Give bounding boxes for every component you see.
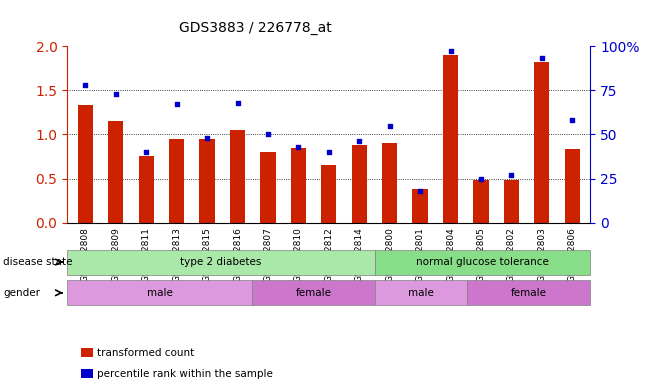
Point xyxy=(536,55,547,61)
Text: disease state: disease state xyxy=(3,257,73,267)
Point xyxy=(141,149,152,155)
Point xyxy=(111,91,121,97)
Bar xyxy=(352,145,367,223)
Point xyxy=(354,138,364,144)
Point xyxy=(262,131,273,137)
Point xyxy=(384,122,395,129)
Bar xyxy=(382,143,397,223)
Point xyxy=(506,172,517,178)
Bar xyxy=(230,130,245,223)
Point xyxy=(445,48,456,55)
Text: transformed count: transformed count xyxy=(97,348,195,358)
Point xyxy=(323,149,334,155)
Point xyxy=(476,175,486,182)
Text: GDS3883 / 226778_at: GDS3883 / 226778_at xyxy=(178,21,331,35)
Bar xyxy=(443,55,458,223)
Text: male: male xyxy=(146,288,172,298)
Bar xyxy=(108,121,123,223)
Text: type 2 diabetes: type 2 diabetes xyxy=(180,257,262,267)
Bar xyxy=(139,157,154,223)
Bar xyxy=(169,139,185,223)
Bar xyxy=(504,180,519,223)
Bar xyxy=(78,105,93,223)
Bar xyxy=(564,149,580,223)
Bar xyxy=(473,180,488,223)
Point xyxy=(171,101,182,108)
Bar xyxy=(413,189,427,223)
Point xyxy=(80,82,91,88)
Bar xyxy=(534,62,550,223)
Text: normal glucose tolerance: normal glucose tolerance xyxy=(416,257,549,267)
Text: female: female xyxy=(511,288,547,298)
Point xyxy=(567,117,578,123)
Text: gender: gender xyxy=(3,288,40,298)
Point xyxy=(415,188,425,194)
Point xyxy=(202,135,213,141)
Bar xyxy=(321,165,336,223)
Text: female: female xyxy=(295,288,331,298)
Bar xyxy=(199,139,215,223)
Text: percentile rank within the sample: percentile rank within the sample xyxy=(97,369,273,379)
Point xyxy=(293,144,304,150)
Bar xyxy=(291,148,306,223)
Text: male: male xyxy=(408,288,434,298)
Point xyxy=(232,99,243,106)
Bar xyxy=(260,152,276,223)
